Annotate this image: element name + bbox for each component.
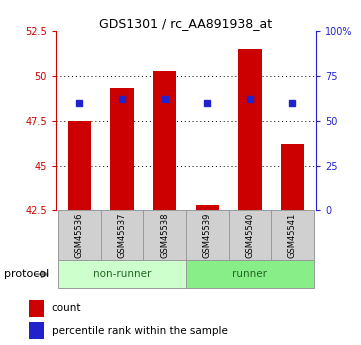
- Text: count: count: [52, 303, 81, 313]
- Bar: [186, 260, 314, 288]
- Bar: [101, 210, 143, 260]
- Text: GSM45540: GSM45540: [245, 213, 255, 258]
- Bar: [29, 300, 43, 317]
- Bar: [153, 70, 176, 210]
- Bar: [229, 210, 271, 260]
- Text: GSM45541: GSM45541: [288, 213, 297, 258]
- Text: GSM45537: GSM45537: [117, 213, 126, 258]
- Text: percentile rank within the sample: percentile rank within the sample: [52, 326, 227, 336]
- Bar: [68, 121, 91, 210]
- Text: GSM45538: GSM45538: [160, 213, 169, 258]
- Bar: [58, 260, 186, 288]
- Bar: [143, 210, 186, 260]
- Text: protocol: protocol: [4, 269, 49, 279]
- Text: runner: runner: [232, 269, 268, 279]
- Bar: [186, 210, 229, 260]
- Bar: [29, 322, 43, 339]
- Bar: [271, 210, 314, 260]
- Bar: [196, 205, 219, 210]
- Bar: [281, 144, 304, 210]
- Text: GSM45536: GSM45536: [75, 213, 84, 258]
- Bar: [238, 49, 262, 210]
- Text: non-runner: non-runner: [93, 269, 151, 279]
- Title: GDS1301 / rc_AA891938_at: GDS1301 / rc_AA891938_at: [99, 17, 273, 30]
- Text: GSM45539: GSM45539: [203, 213, 212, 258]
- Bar: [58, 210, 101, 260]
- Bar: [110, 88, 134, 210]
